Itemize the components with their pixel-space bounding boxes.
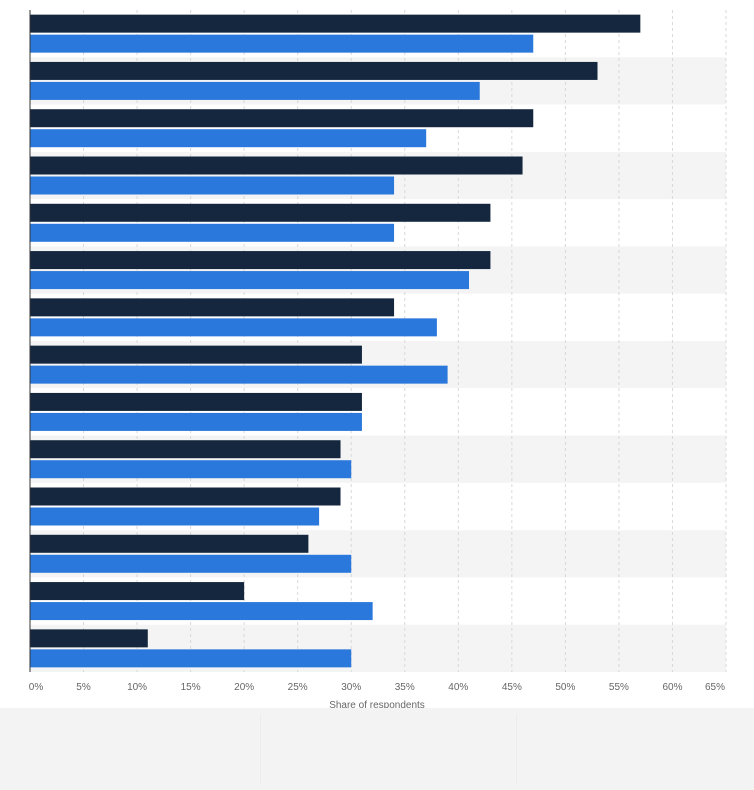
x-tick-label: 40% bbox=[448, 682, 468, 693]
x-tick-label: 10% bbox=[127, 682, 147, 693]
x-tick-label: 35% bbox=[395, 682, 415, 693]
bar-series-1[interactable] bbox=[30, 345, 362, 364]
bar-series-2[interactable] bbox=[30, 602, 373, 621]
bar-series-2[interactable] bbox=[30, 460, 352, 479]
footer-cell bbox=[0, 714, 261, 784]
bar-series-1[interactable] bbox=[30, 14, 641, 33]
bar-series-1[interactable] bbox=[30, 487, 341, 506]
x-tick-label: 55% bbox=[609, 682, 629, 693]
x-tick-label: 45% bbox=[502, 682, 522, 693]
footer-cell bbox=[260, 714, 517, 784]
x-axis: 0% 5% 10% 15% 20% 25% 30% 35% 40% 45% 50% 55% 60% 65% bbox=[29, 10, 725, 693]
x-tick-label: 60% bbox=[662, 682, 682, 693]
x-axis-title: Share of respondents bbox=[329, 700, 425, 708]
bar-series-1[interactable] bbox=[30, 629, 148, 648]
bar-series-1[interactable] bbox=[30, 440, 341, 459]
bar-series-2[interactable] bbox=[30, 176, 395, 195]
bar-chart: 0% 5% 10% 15% 20% 25% 30% 35% 40% 45% 50% 55% 60% 65%… bbox=[29, 10, 727, 711]
bar-series-2[interactable] bbox=[30, 507, 320, 526]
bar-series-2[interactable] bbox=[30, 129, 427, 148]
bars bbox=[30, 14, 641, 668]
bar-series-2[interactable] bbox=[30, 649, 352, 668]
bar-series-1[interactable] bbox=[30, 582, 245, 601]
bar-series-1[interactable] bbox=[30, 109, 534, 128]
x-tick-label: 65% bbox=[705, 682, 725, 693]
bar-series-1[interactable] bbox=[30, 392, 362, 411]
x-tick-label: 25% bbox=[288, 682, 308, 693]
x-tick-label: 5% bbox=[76, 682, 91, 693]
x-tick-label: 15% bbox=[181, 682, 201, 693]
x-tick-label: 50% bbox=[555, 682, 575, 693]
bar-series-2[interactable] bbox=[30, 318, 437, 337]
bar-series-1[interactable] bbox=[30, 203, 491, 222]
bar-series-1[interactable] bbox=[30, 61, 598, 80]
bar-series-2[interactable] bbox=[30, 412, 362, 431]
bar-series-1[interactable] bbox=[30, 298, 395, 317]
bar-series-1[interactable] bbox=[30, 156, 523, 175]
footer-band bbox=[0, 708, 754, 790]
chart-area: 0% 5% 10% 15% 20% 25% 30% 35% 40% 45% 50% 55% 60% 65%… bbox=[29, 10, 727, 711]
bar-series-1[interactable] bbox=[30, 534, 309, 553]
bar-series-2[interactable] bbox=[30, 554, 352, 573]
x-tick-label: 30% bbox=[341, 682, 361, 693]
bar-series-2[interactable] bbox=[30, 34, 534, 53]
x-tick-label: 20% bbox=[234, 682, 254, 693]
bar-series-1[interactable] bbox=[30, 251, 491, 270]
bar-series-2[interactable] bbox=[30, 365, 448, 384]
bar-series-2[interactable] bbox=[30, 223, 395, 242]
bar-series-2[interactable] bbox=[30, 271, 470, 290]
x-tick-label: 0% bbox=[29, 682, 44, 693]
bar-series-2[interactable] bbox=[30, 81, 480, 100]
